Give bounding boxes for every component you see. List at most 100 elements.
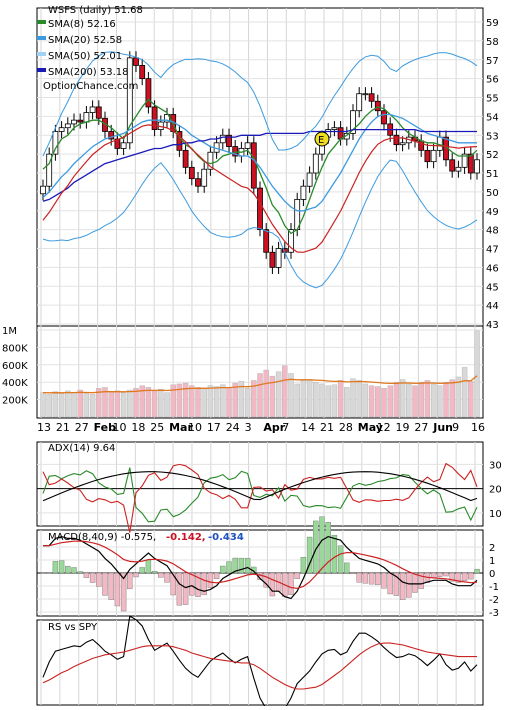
sma200-line bbox=[42, 128, 477, 202]
volume-bar bbox=[362, 383, 369, 418]
event-marker-circle bbox=[314, 131, 330, 147]
macd-histogram-bar bbox=[344, 562, 350, 574]
macd-histogram-bar bbox=[189, 572, 195, 596]
macd-histogram-bar bbox=[468, 572, 474, 580]
candle-body bbox=[455, 166, 462, 172]
price-tick-label: 53 bbox=[486, 131, 499, 142]
x-tick-label: 25 bbox=[150, 421, 164, 434]
candle-body bbox=[263, 229, 270, 253]
x-tick-label: 12 bbox=[377, 421, 391, 434]
volume-bar bbox=[164, 392, 170, 418]
x-tick-label: 14 bbox=[301, 421, 315, 434]
candle-body bbox=[58, 127, 65, 132]
macd-histogram-bar bbox=[114, 572, 121, 607]
candle-body bbox=[71, 119, 77, 125]
macd-histogram-bar bbox=[362, 572, 369, 584]
x-tick-label: 16 bbox=[471, 421, 485, 434]
adx-tick-label: 10 bbox=[489, 509, 502, 520]
price-tick-label: 46 bbox=[486, 263, 499, 274]
adx-frame bbox=[36, 441, 484, 527]
candle-body bbox=[350, 110, 356, 134]
x-tick-label: 27 bbox=[414, 421, 428, 434]
candle-body bbox=[424, 149, 431, 163]
macd-histogram-bar bbox=[393, 572, 400, 596]
candle-body bbox=[77, 119, 84, 123]
macd-histogram-bar bbox=[195, 572, 201, 597]
candle-body bbox=[430, 149, 437, 163]
candle-body bbox=[288, 229, 294, 253]
x-tick-label: May bbox=[358, 421, 383, 434]
price-tick-label: 44 bbox=[486, 301, 499, 312]
macd-histogram-bar bbox=[455, 572, 462, 583]
price-tick-label: 51 bbox=[486, 169, 499, 180]
x-tick-label: Mar bbox=[169, 421, 193, 434]
volume-bar bbox=[189, 385, 195, 418]
x-tick-label: 10 bbox=[188, 421, 202, 434]
macd-histogram-bar bbox=[387, 572, 393, 595]
volume-bar bbox=[387, 385, 393, 418]
volume-bar bbox=[331, 384, 338, 418]
candle-body bbox=[257, 187, 263, 231]
macd-histogram-bar bbox=[269, 572, 276, 597]
macd-histogram-bar bbox=[313, 520, 319, 574]
adx-tick-label: 30 bbox=[489, 460, 502, 471]
macd-histogram-bar bbox=[356, 572, 362, 583]
volume-bar bbox=[96, 388, 102, 418]
volume-bar bbox=[282, 365, 288, 418]
candle-body bbox=[300, 185, 307, 200]
x-tick-label: 21 bbox=[320, 421, 334, 434]
volume-bar bbox=[455, 376, 462, 418]
macd-histogram-bar bbox=[430, 572, 437, 578]
legend-label-sma50: SMA(50) 52.01 bbox=[48, 51, 122, 62]
macd-tick-label: -1 bbox=[489, 582, 499, 593]
price-tick-label: 45 bbox=[486, 282, 499, 293]
volume-bar bbox=[58, 393, 65, 418]
macd-histogram-bar bbox=[96, 572, 102, 587]
volume-bar bbox=[418, 382, 424, 418]
volume-bar bbox=[269, 375, 276, 418]
macd-histogram-bar bbox=[46, 572, 52, 574]
price-panel bbox=[40, 51, 480, 289]
legend-swatch-sma200 bbox=[37, 68, 46, 72]
macd-line bbox=[43, 535, 478, 600]
price-tick-label: 47 bbox=[486, 245, 499, 256]
macd-histogram-bar bbox=[71, 567, 77, 574]
volume-bar bbox=[108, 391, 114, 418]
volume-bar bbox=[220, 384, 226, 418]
price-tick-label: 52 bbox=[486, 150, 499, 161]
candle-body bbox=[306, 172, 313, 187]
candle-body bbox=[188, 166, 195, 180]
volume-bar bbox=[468, 381, 474, 418]
volume-bar bbox=[375, 386, 381, 418]
x-tick-label: 7 bbox=[282, 421, 289, 434]
candle-body bbox=[374, 100, 381, 112]
candle-body bbox=[356, 93, 363, 112]
macd-histogram-bar bbox=[158, 572, 164, 578]
candle-body bbox=[467, 153, 474, 174]
macd-histogram-bar bbox=[443, 572, 449, 577]
candle-body bbox=[126, 57, 133, 144]
macd-histogram-bar bbox=[306, 536, 313, 574]
volume-bar bbox=[102, 387, 108, 418]
bollinger-upper-line bbox=[42, 51, 478, 157]
volume-bar bbox=[251, 380, 257, 418]
macd-histogram-bar bbox=[133, 572, 139, 578]
macd-histogram-bar bbox=[244, 557, 251, 574]
candle-body bbox=[89, 106, 96, 113]
volume-bar bbox=[201, 388, 207, 418]
volume-bar bbox=[207, 385, 214, 418]
candle-body bbox=[393, 134, 400, 146]
event-marker: E bbox=[314, 131, 330, 147]
price-tick-label: 49 bbox=[486, 207, 499, 218]
candle-body bbox=[449, 159, 456, 172]
event-marker-label: E bbox=[318, 135, 324, 146]
macd-tick-label: 0 bbox=[489, 569, 495, 580]
volume-bar bbox=[257, 373, 263, 418]
macd-histogram-bar bbox=[381, 572, 387, 589]
x-tick-label: Feb bbox=[94, 421, 117, 434]
legend-label-sma20: SMA(20) 52.58 bbox=[48, 35, 122, 46]
macd-histogram-bar bbox=[108, 572, 114, 600]
macd-histogram-bar bbox=[120, 572, 127, 612]
candle-body bbox=[40, 185, 46, 195]
